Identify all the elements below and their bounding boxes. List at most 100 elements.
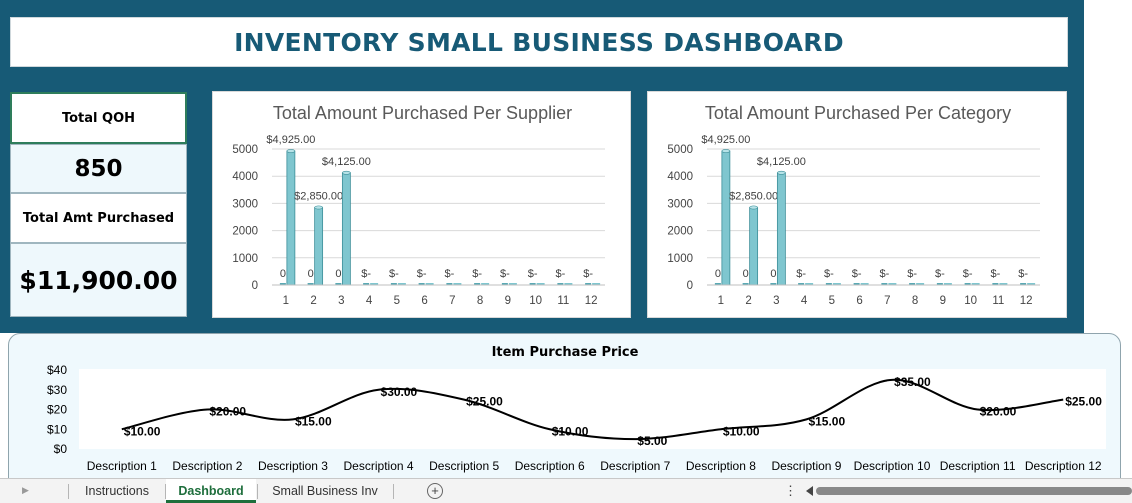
y-tick-label: 0 xyxy=(687,280,693,292)
line-chart-title: Item Purchase Price xyxy=(492,345,639,360)
data-label-series-1: $- xyxy=(907,268,917,280)
bar-series-2 xyxy=(805,283,814,285)
data-label: $10.00 xyxy=(124,424,161,438)
bar-series-1 xyxy=(936,283,943,285)
bar-series-2 xyxy=(999,283,1008,285)
y-tick-label: 1000 xyxy=(232,253,258,265)
total-qoh-label-cell[interactable]: Total QOH xyxy=(10,92,187,144)
x-tick-label: 10 xyxy=(529,295,542,307)
y-tick-label: 4000 xyxy=(232,171,258,183)
bar-series-2 xyxy=(370,283,379,285)
bar-series-2 xyxy=(508,283,517,285)
data-label-series-1: $- xyxy=(361,268,371,280)
x-tick-label: Description 4 xyxy=(344,459,414,473)
bar-series-1 xyxy=(307,283,314,285)
bar-series-1 xyxy=(825,283,832,285)
x-tick-label: 1 xyxy=(718,295,724,307)
x-tick-label: 10 xyxy=(964,295,977,307)
x-tick-label: 11 xyxy=(557,295,569,307)
y-tick-label: 2000 xyxy=(667,226,693,238)
bar-series-2 xyxy=(916,283,925,285)
bar-series-1 xyxy=(390,283,397,285)
data-label-series-1: $- xyxy=(472,268,482,280)
bar-series-1 xyxy=(770,283,777,285)
more-options-icon[interactable]: ⋮ xyxy=(784,483,797,498)
x-tick-label: Description 1 xyxy=(87,459,157,473)
tab-divider xyxy=(165,484,166,499)
data-label-series-2: $2,850.00 xyxy=(729,190,778,202)
dashboard-title-box: INVENTORY SMALL BUSINESS DASHBOARD xyxy=(10,17,1068,67)
bar-series-2 xyxy=(536,283,545,285)
data-label-series-1: 0 xyxy=(308,268,314,280)
y-tick-label: $30 xyxy=(47,383,67,397)
x-tick-label: Description 3 xyxy=(258,459,328,473)
x-tick-label: 5 xyxy=(829,295,835,307)
data-label-series-1: 0 xyxy=(743,268,749,280)
tab-scroll-left-icon[interactable]: ▶ xyxy=(22,485,29,495)
data-label: $10.00 xyxy=(723,424,760,438)
x-tick-label: 11 xyxy=(992,295,1004,307)
bar-top xyxy=(286,149,296,153)
bar-series-1 xyxy=(557,283,564,285)
horizontal-scrollbar[interactable] xyxy=(816,487,1132,495)
chart-title: Total Amount Purchased Per Supplier xyxy=(273,103,572,123)
total-qoh-value-cell[interactable]: 850 xyxy=(10,144,187,193)
tab-divider xyxy=(68,484,69,499)
y-tick-label: 1000 xyxy=(667,253,693,265)
data-label: $15.00 xyxy=(295,414,332,428)
data-label: $25.00 xyxy=(466,395,503,409)
category-chart[interactable]: Total Amount Purchased Per Category 0 1000… xyxy=(647,91,1067,318)
data-label-series-1: 0 xyxy=(335,268,341,280)
x-tick-label: 12 xyxy=(585,295,598,307)
bar-series-1 xyxy=(474,283,481,285)
y-tick-label: $10 xyxy=(47,422,67,436)
x-tick-label: Description 6 xyxy=(515,459,585,473)
tab-instructions[interactable]: Instructions xyxy=(85,484,149,498)
data-label-series-1: $- xyxy=(389,268,399,280)
bar-series-1 xyxy=(742,283,749,285)
data-label: $25.00 xyxy=(1065,395,1102,409)
x-tick-label: 4 xyxy=(366,295,373,307)
bar-series-1 xyxy=(585,283,592,285)
x-tick-label: 3 xyxy=(338,295,344,307)
bar-series-2 xyxy=(721,150,731,286)
bar-series-1 xyxy=(335,283,342,285)
tab-dashboard[interactable]: Dashboard xyxy=(166,479,256,503)
sheet-tab-bar: ▶ Instructions Dashboard Small Business … xyxy=(0,478,1132,503)
supplier-chart[interactable]: Total Amount Purchased Per Supplier 0 1000… xyxy=(212,91,631,318)
dashboard-title: INVENTORY SMALL BUSINESS DASHBOARD xyxy=(234,27,844,57)
x-tick-label: 8 xyxy=(912,295,918,307)
bar-series-2 xyxy=(481,283,490,285)
bar-series-2 xyxy=(397,283,406,285)
total-amt-label-cell[interactable]: Total Amt Purchased xyxy=(10,193,187,243)
x-tick-label: 6 xyxy=(856,295,862,307)
tab-small-business-inv[interactable]: Small Business Inv xyxy=(272,484,378,498)
data-label: $15.00 xyxy=(808,414,845,428)
data-label-series-2: $4,125.00 xyxy=(757,156,806,168)
bar-series-1 xyxy=(529,283,536,285)
total-amt-value: $11,900.00 xyxy=(19,265,178,295)
x-tick-label: Description 5 xyxy=(429,459,499,473)
x-tick-label: 9 xyxy=(505,295,511,307)
total-amt-value-cell[interactable]: $11,900.00 xyxy=(10,243,187,317)
bar-top xyxy=(749,205,758,210)
bar-series-1 xyxy=(909,283,916,285)
x-tick-label: 9 xyxy=(940,295,946,307)
total-amt-label: Total Amt Purchased xyxy=(22,210,175,226)
add-sheet-icon[interactable]: + xyxy=(427,483,443,499)
purchase-price-chart[interactable]: Item Purchase Price $0 $10 $20 $30 $40 Descrip… xyxy=(8,333,1121,483)
y-tick-label: 5000 xyxy=(667,144,693,156)
x-tick-label: 2 xyxy=(745,295,751,307)
data-label: $20.00 xyxy=(209,405,246,419)
y-tick-label: 0 xyxy=(252,280,258,292)
y-tick-label: 3000 xyxy=(667,198,693,210)
x-tick-label: 7 xyxy=(449,295,455,307)
x-tick-label: Description 12 xyxy=(1025,459,1102,473)
bar-top xyxy=(314,205,323,210)
bar-series-2 xyxy=(341,172,351,286)
bar-series-2 xyxy=(971,283,980,285)
bar-series-2 xyxy=(425,283,434,285)
data-label-series-1: $- xyxy=(444,268,454,280)
bar-top xyxy=(777,170,786,175)
scroll-left-arrow-icon[interactable] xyxy=(806,486,813,496)
